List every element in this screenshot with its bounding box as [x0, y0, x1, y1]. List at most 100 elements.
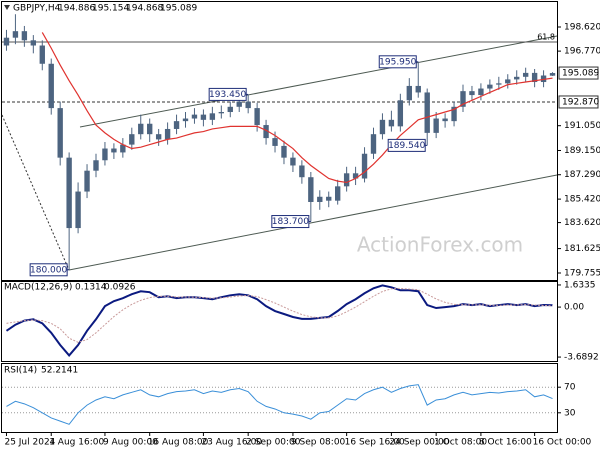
candle-body [191, 114, 198, 119]
candle-body [397, 100, 404, 127]
rsi-title: RSI(14) [4, 366, 37, 376]
x-tick-label: 9 Aug 00:00 [103, 438, 158, 448]
annotation-label: 180.000 [30, 265, 67, 275]
candle-body [155, 134, 162, 140]
candle-body [182, 118, 189, 122]
price-label: 195.089 [562, 69, 599, 79]
candle-body [66, 157, 72, 229]
annotation-box [378, 55, 417, 69]
annotation-label: 193.450 [209, 90, 246, 100]
trend-line [1, 114, 70, 271]
moving-average [41, 32, 553, 184]
fib-label: 61.8 [537, 32, 555, 41]
candle-body [200, 114, 207, 120]
candle-body [75, 191, 81, 229]
indicator-line [6, 287, 553, 343]
last-close: 195.089 [160, 4, 197, 14]
annotation-box [208, 87, 247, 101]
y-tick-label: 70 [564, 383, 576, 393]
candle-body [540, 75, 547, 83]
candle-body [335, 186, 341, 201]
candle-body [451, 106, 457, 122]
x-tick-label: 25 Jul 2024 [4, 438, 55, 448]
y-tick-label: 191.050 [564, 121, 600, 131]
x-tick-label: 16 Sep 16:00 [345, 438, 405, 448]
y-tick-label: 198.620 [564, 22, 600, 32]
candle-body [415, 85, 421, 93]
channel-upper [79, 35, 558, 128]
price-box [558, 66, 599, 80]
y-tick-label: 0.00 [564, 303, 584, 313]
candle-body [245, 101, 251, 109]
candle-body [496, 83, 502, 85]
candle-body [93, 160, 99, 171]
candle-body [129, 134, 135, 145]
candle-body [218, 112, 224, 114]
indicator-line [6, 384, 553, 425]
candle-body [173, 121, 180, 129]
candle-body [442, 118, 448, 122]
candle-body [263, 125, 269, 139]
candle-body [57, 108, 63, 158]
candle-body [388, 119, 395, 127]
x-tick-label: 9 Sep 08:00 [291, 438, 346, 448]
x-tick-label: 16 Aug 08:00 [148, 438, 209, 448]
candle-body [138, 123, 144, 135]
candle-body [514, 76, 520, 80]
candle-body [299, 165, 305, 178]
rsi-value: 52.2141 [41, 366, 78, 376]
level-box [558, 95, 599, 109]
candle-body [522, 72, 529, 77]
last-low: 194.868 [126, 4, 163, 14]
candle-body [209, 113, 216, 120]
x-tick-label: 1 Oct 08:00 [434, 438, 487, 448]
price-panel [1, 1, 558, 281]
candle-body [460, 91, 466, 107]
candle-body [254, 108, 260, 126]
symbol: GBPJPY,H4 [13, 4, 61, 14]
candle-body [281, 145, 287, 158]
candle-body [227, 106, 233, 113]
x-tick-label: 2 Sep 00:00 [246, 438, 301, 448]
y-tick-label: 196.770 [564, 47, 600, 57]
channel-lower [68, 174, 558, 271]
candle-body [308, 177, 314, 202]
y-tick-label: 179.755 [564, 268, 600, 278]
annotation-box [29, 263, 68, 277]
candle-body [111, 148, 117, 153]
candle-body [236, 101, 242, 107]
x-tick-label: 24 Sep 00:00 [389, 438, 449, 448]
candle-body [531, 72, 538, 83]
macd-value: 0.1314 [75, 283, 107, 293]
signal-value: 0.0926 [104, 283, 136, 293]
candle-body [505, 79, 511, 84]
candle-body [272, 138, 278, 146]
candle-body [164, 128, 171, 140]
y-tick-label: 187.290 [564, 170, 600, 180]
annotation-label: 195.950 [379, 57, 416, 67]
candle-body [379, 119, 386, 135]
y-tick-label: 189.150 [564, 146, 600, 156]
annotation-box [271, 215, 310, 229]
x-tick-label: 8 Oct 16:00 [479, 438, 532, 448]
y-tick-label: -3.6892 [564, 353, 599, 363]
candle-body [21, 31, 28, 41]
macd-panel [1, 281, 558, 362]
candle-body [487, 84, 493, 89]
y-tick-label: 181.625 [564, 244, 600, 254]
y-tick-label: 183.620 [564, 218, 600, 228]
candle-body [84, 170, 90, 192]
y-tick-label: 1.6335 [564, 280, 596, 290]
last-high: 195.154 [92, 4, 129, 14]
candle-body [433, 118, 439, 133]
candle-body [549, 73, 556, 76]
candle-body [102, 148, 108, 161]
annotation-box [387, 138, 426, 152]
candle-body [478, 88, 484, 96]
watermark: ActionForex.com [357, 233, 523, 257]
x-tick-label: 16 Oct 00:00 [533, 438, 592, 448]
candle-body [424, 92, 430, 133]
candle-body [370, 134, 377, 154]
candle-body [3, 37, 10, 46]
y-tick-label: 30 [564, 408, 576, 418]
